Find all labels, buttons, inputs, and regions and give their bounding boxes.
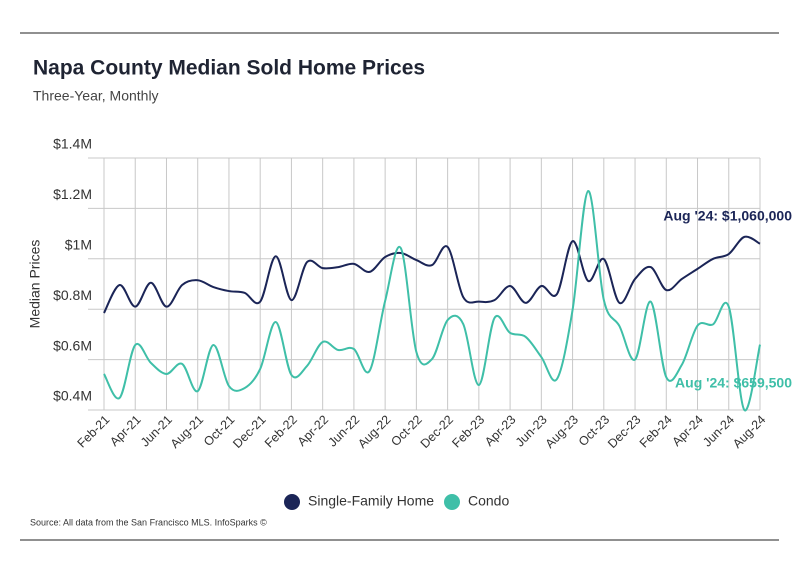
x-tick-label: Dec-22 [418,413,456,451]
y-tick-label: $1M [65,237,92,253]
x-tick-label: Feb-23 [449,413,487,451]
legend-marker [444,494,460,510]
y-tick-label: $1.2M [53,186,92,202]
series-line [103,190,761,412]
x-tick-label: Apr-24 [670,413,706,449]
x-tick-label: Feb-21 [75,413,113,451]
y-axis-label: Median Prices [27,240,43,329]
x-tick-label: Feb-24 [637,413,675,451]
x-tick-label: Feb-22 [262,413,300,451]
source: Source: All data from the San Francisco … [30,517,267,527]
y-tick-label: $0.4M [53,388,92,404]
legend-label: Condo [468,493,509,509]
y-tick-label: $0.6M [53,337,92,353]
annotation: Aug '24: $659,500 [675,374,792,390]
legend-marker [284,494,300,510]
y-tick-label: $1.4M [53,136,92,152]
series-line [103,235,761,314]
x-tick-label: Apr-21 [107,413,143,449]
x-tick-label: Apr-22 [295,413,331,449]
x-tick-label: Aug-23 [543,413,581,451]
annotation: Aug '24: $1,060,000 [663,207,792,223]
x-tick-label: Aug-21 [168,413,206,451]
x-tick-label: Dec-21 [230,413,268,451]
legend-label: Single-Family Home [308,493,434,509]
x-tick-label: Dec-23 [605,413,643,451]
chart-subtitle: Three-Year, Monthly [33,88,159,104]
chart-title: Napa County Median Sold Home Prices [33,57,425,80]
y-tick-label: $0.8M [53,287,92,303]
x-tick-label: Apr-23 [482,413,518,449]
x-tick-label: Aug-24 [730,413,768,451]
x-tick-label: Aug-22 [355,413,393,451]
